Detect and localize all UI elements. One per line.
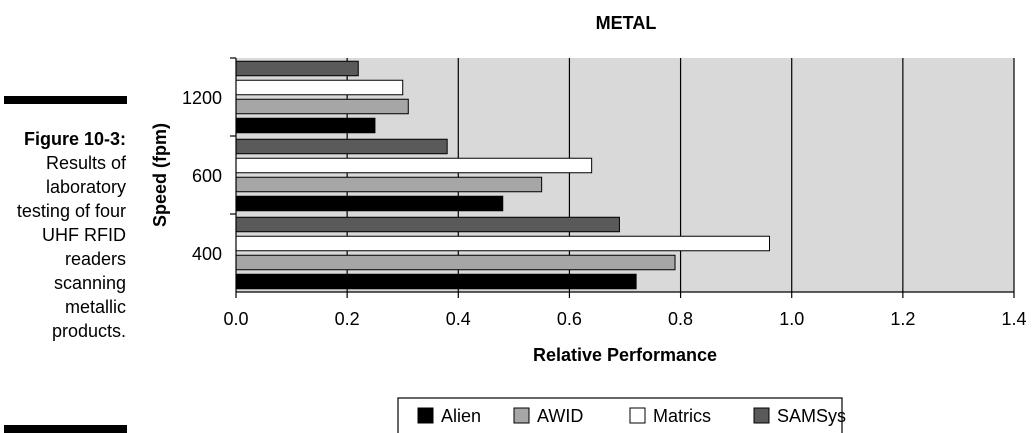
figure-caption-text: Results of laboratory testing of four UH…	[16, 153, 126, 341]
legend-label-alien: Alien	[441, 406, 481, 426]
bar-matrics-1200	[235, 79, 404, 96]
bar-awid-1200	[235, 98, 409, 115]
y-tick-label: 400	[192, 244, 222, 264]
plot-area	[236, 58, 1014, 292]
x-tick-label: 1.0	[779, 309, 804, 329]
x-tick-label: 0.6	[557, 309, 582, 329]
figure-caption: Figure 10-3: Results of laboratory testi…	[0, 127, 126, 343]
bar-samsys-400	[235, 216, 620, 233]
legend: Alien AWID Matrics SAMSys	[397, 397, 846, 433]
x-tick-label: 1.4	[1001, 309, 1026, 329]
bar-matrics-600	[235, 157, 593, 174]
legend-swatch-awid	[513, 407, 530, 424]
legend-swatch-samsys	[753, 407, 770, 424]
y-tick-label: 1200	[182, 88, 222, 108]
bar-samsys-600	[235, 138, 448, 155]
bars	[235, 60, 770, 290]
legend-swatch-alien	[417, 407, 434, 424]
x-tick-label: 0.0	[223, 309, 248, 329]
x-tick-label: 0.4	[446, 309, 471, 329]
legend-swatch-matrics	[629, 407, 646, 424]
bar-alien-600	[235, 195, 504, 212]
x-axis-title: Relative Performance	[533, 345, 717, 365]
bar-alien-1200	[235, 117, 376, 134]
y-tick-labels: 400 600 1200	[182, 88, 222, 264]
caption-top-rule	[4, 96, 127, 104]
x-tick-label: 1.2	[890, 309, 915, 329]
caption-bottom-rule	[4, 425, 127, 433]
bar-alien-400	[235, 273, 637, 290]
figure-label: Figure 10-3:	[23, 129, 126, 149]
bar-awid-400	[235, 254, 676, 271]
x-tick-labels: 0.0 0.2 0.4 0.6 0.8 1.0 1.2 1.4	[223, 309, 1026, 329]
axes	[230, 57, 1015, 298]
x-tick-label: 0.8	[668, 309, 693, 329]
legend-label-matrics: Matrics	[653, 406, 711, 426]
chart-title: METAL	[596, 13, 657, 33]
gridlines	[346, 58, 1015, 292]
legend-label-awid: AWID	[537, 406, 583, 426]
x-tick-label: 0.2	[335, 309, 360, 329]
bar-matrics-400	[235, 235, 770, 252]
y-axis-title: Speed (fpm)	[150, 123, 170, 227]
legend-label-samsys: SAMSys	[777, 406, 846, 426]
bar-awid-600	[235, 176, 543, 193]
y-tick-label: 600	[192, 166, 222, 186]
bar-samsys-1200	[235, 60, 359, 77]
